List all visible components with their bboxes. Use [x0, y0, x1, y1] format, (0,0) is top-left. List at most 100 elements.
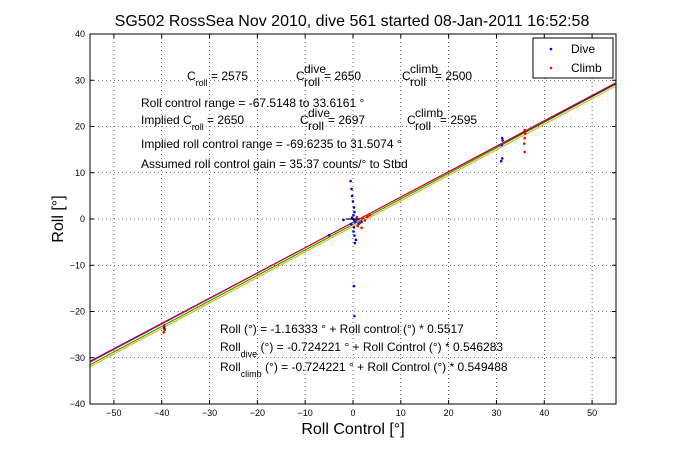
svg-text:Rollclimb (°) = -0.724221 ° +: Rollclimb (°) = -0.724221 ° + Roll Contr… — [220, 360, 508, 379]
data-point — [352, 214, 355, 217]
data-point — [354, 220, 357, 224]
c-roll-sub: roll — [196, 78, 208, 88]
x-tick-label: 20 — [444, 408, 454, 418]
data-point — [353, 241, 357, 245]
data-point — [352, 206, 356, 209]
y-tick-label: 10 — [75, 168, 85, 178]
data-point — [162, 324, 166, 327]
implied-dive-sup: dive — [308, 106, 330, 120]
fit-line-center — [89, 85, 617, 368]
y-tick-label: −20 — [70, 307, 85, 317]
c-roll-symbol: C — [187, 69, 196, 83]
data-point — [342, 218, 345, 222]
data-point — [163, 328, 166, 332]
x-tick-label: 0 — [350, 408, 355, 418]
data-point — [349, 222, 353, 226]
c-climb-symbol: C — [402, 69, 411, 83]
data-point — [499, 159, 503, 163]
implied-dive-sub: roll — [308, 119, 324, 133]
data-point — [352, 226, 356, 229]
data-point — [500, 136, 504, 140]
legend: Dive Climb — [532, 37, 614, 79]
fit-climb-roll: Roll — [220, 360, 241, 374]
data-point — [351, 200, 355, 203]
y-tick-label: 30 — [75, 75, 85, 85]
c-climb-sub: roll — [410, 75, 426, 89]
data-point — [350, 194, 354, 198]
data-point — [358, 221, 362, 224]
fit-overall-equation: Roll (°) = -1.16333 ° + Roll control (°)… — [220, 322, 464, 336]
series-dive — [162, 136, 504, 331]
data-point — [523, 136, 526, 140]
data-point — [350, 187, 353, 191]
data-point — [523, 128, 526, 132]
implied-climb-sub: roll — [415, 119, 431, 133]
data-point — [523, 150, 526, 154]
annotation-c-dive: C dive roll = 2650 — [296, 62, 361, 89]
annotation-c-climb: C climb roll = 2500 — [402, 62, 472, 89]
fit-lines — [89, 82, 617, 368]
svg-text:Croll = 2575: Croll = 2575 — [187, 69, 248, 88]
legend-box — [532, 37, 614, 79]
x-ticks: −50 −40 −30 −20 −10 0 10 20 30 40 50 — [106, 34, 597, 418]
chart-title: SG502 RossSea Nov 2010, dive 561 started… — [115, 13, 590, 30]
legend-climb-label: Climb — [571, 61, 602, 75]
c-climb-sup: climb — [410, 62, 438, 76]
x-tick-label: −20 — [250, 408, 265, 418]
fit-line-overall — [89, 83, 617, 366]
data-point — [522, 142, 526, 145]
data-point — [327, 233, 331, 237]
assumed-gain: Assumed roll control gain = 35.37 counts… — [141, 157, 408, 171]
data-point — [500, 143, 504, 147]
fit-line-climb — [89, 82, 617, 363]
svg-text:Implied Croll = 2650: Implied Croll = 2650 — [141, 113, 244, 132]
implied-climb-symbol: C — [407, 113, 416, 127]
x-tick-label: −30 — [202, 408, 217, 418]
data-point — [353, 234, 356, 237]
legend-dive-label: Dive — [571, 42, 595, 56]
data-point — [501, 139, 504, 142]
c-dive-val: = 2650 — [324, 69, 361, 83]
implied-c-sub: roll — [192, 122, 204, 132]
annotation-implied-dive: C dive roll = 2697 — [300, 106, 365, 133]
data-point — [162, 331, 165, 334]
y-tick-label: 40 — [75, 29, 85, 39]
x-tick-label: −40 — [154, 408, 169, 418]
fit-dive-rest: (°) = -0.724221 ° + Roll Control (°) * 0… — [257, 340, 503, 354]
implied-climb-sup: climb — [415, 106, 443, 120]
annotation-c-roll: Croll = 2575 — [187, 69, 248, 88]
y-tick-label: −10 — [70, 260, 85, 270]
y-tick-label: −40 — [70, 399, 85, 409]
c-dive-sub: roll — [304, 75, 320, 89]
roll-control-range: Roll control range = -67.5148 to 33.6161… — [141, 96, 364, 110]
data-point — [353, 314, 356, 318]
c-roll-val: = 2575 — [208, 69, 249, 83]
grid — [90, 33, 616, 405]
data-point — [500, 157, 504, 160]
fit-climb-rest: (°) = -0.724221 ° + Roll Control (°) * 0… — [262, 360, 508, 374]
implied-roll-control-range: Implied roll control range = -69.6235 to… — [141, 137, 402, 151]
implied-c-val: = 2650 — [204, 113, 245, 127]
x-tick-label: −10 — [298, 408, 313, 418]
y-tick-label: 20 — [75, 122, 85, 132]
implied-dive-val: = 2697 — [328, 113, 365, 127]
x-tick-label: −50 — [106, 408, 121, 418]
fit-dive-equation: Rolldive (°) = -0.724221 ° + Roll Contro… — [220, 340, 503, 359]
data-point — [352, 230, 355, 233]
data-point — [523, 132, 527, 135]
implied-dive-symbol: C — [300, 113, 309, 127]
data-point — [355, 215, 359, 219]
data-point — [354, 238, 358, 242]
x-axis-label: Roll Control [°] — [301, 421, 404, 438]
x-tick-label: 30 — [491, 408, 501, 418]
fit-dive-sub: dive — [241, 349, 258, 359]
y-tick-label: −30 — [70, 353, 85, 363]
data-point — [352, 284, 356, 288]
data-point — [368, 214, 372, 217]
svg-text:Rolldive (°) = -0.724221 ° + R: Rolldive (°) = -0.724221 ° + Roll Contro… — [220, 340, 503, 359]
legend-dive-marker — [549, 47, 553, 51]
annotation-implied-climb: C climb roll = 2595 — [407, 106, 477, 133]
y-axis-label: Roll [°] — [50, 195, 67, 242]
annotation-implied-c: Implied Croll = 2650 — [141, 113, 244, 132]
